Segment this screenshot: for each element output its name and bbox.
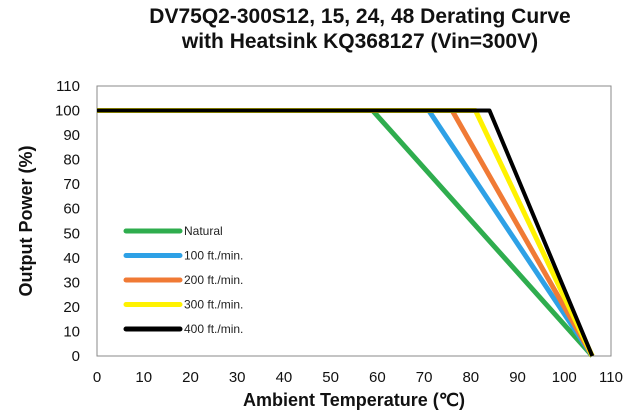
legend: Natural 100 ft./min. 200 ft./min. 300 ft./m… xyxy=(123,224,243,336)
x-tick-label: 0 xyxy=(93,369,101,386)
y-tick-label: 50 xyxy=(63,225,80,242)
chart-title: DV75Q2-300S12, 15, 24, 48 Derating Curve… xyxy=(95,4,625,54)
y-tick-label: 100 xyxy=(55,103,80,120)
chart-title-line-2: with Heatsink KQ368127 (Vin=300V) xyxy=(181,30,539,53)
x-tick-label: 10 xyxy=(135,369,152,386)
x-tick-label: 60 xyxy=(369,369,386,386)
legend-label: 200 ft./min. xyxy=(184,273,243,287)
legend-label: Natural xyxy=(184,224,223,238)
y-axis-ticks: 0 10 20 30 40 50 60 70 80 90 100 110 xyxy=(55,78,80,365)
x-axis-ticks: 0 10 20 30 40 50 60 70 80 90 100 110 xyxy=(93,369,623,386)
plot-area-frame xyxy=(96,85,612,357)
x-axis-label: Ambient Temperature (℃) xyxy=(243,390,465,410)
x-tick-label: 90 xyxy=(509,369,526,386)
y-tick-label: 70 xyxy=(63,176,80,193)
series-layer xyxy=(97,108,595,358)
y-tick-label: 10 xyxy=(63,323,80,340)
x-tick-label: 100 xyxy=(552,369,577,386)
x-tick-label: 70 xyxy=(416,369,433,386)
y-tick-label: 80 xyxy=(63,152,80,169)
legend-label: 400 ft./min. xyxy=(184,322,243,336)
x-tick-label: 50 xyxy=(322,369,339,386)
y-tick-label: 90 xyxy=(63,127,80,144)
y-axis-label: Output Power (%) xyxy=(16,146,36,297)
x-tick-label: 110 xyxy=(599,369,623,386)
x-tick-label: 40 xyxy=(276,369,293,386)
y-tick-label: 110 xyxy=(56,78,80,95)
x-tick-label: 20 xyxy=(182,369,199,386)
y-tick-label: 30 xyxy=(63,274,80,291)
chart-title-line-1: DV75Q2-300S12, 15, 24, 48 Derating Curve xyxy=(149,5,571,28)
series-line xyxy=(97,108,595,357)
y-tick-label: 60 xyxy=(63,201,80,218)
y-tick-label: 20 xyxy=(63,299,80,316)
y-tick-label: 0 xyxy=(72,348,80,365)
y-tick-label: 40 xyxy=(63,250,80,267)
x-tick-label: 30 xyxy=(229,369,246,386)
legend-label: 300 ft./min. xyxy=(184,298,243,312)
legend-label: 100 ft./min. xyxy=(184,249,243,263)
x-tick-label: 80 xyxy=(462,369,479,386)
